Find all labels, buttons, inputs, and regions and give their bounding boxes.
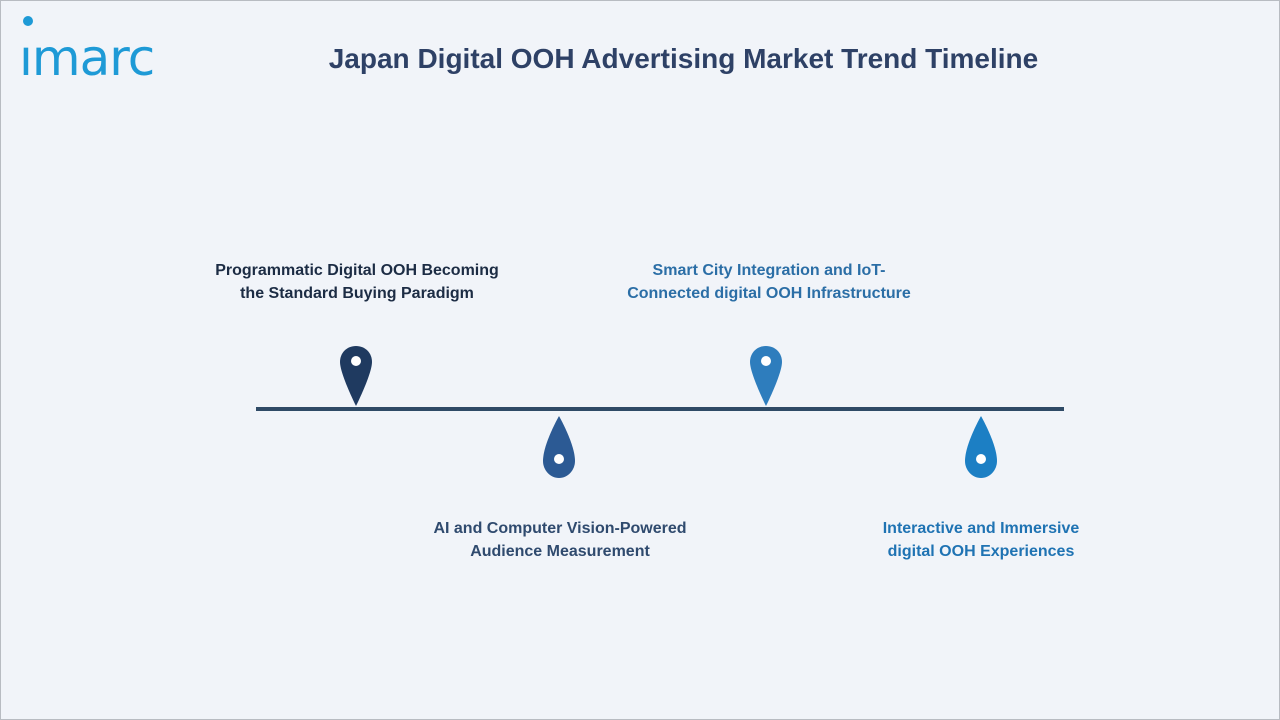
milestone-label-programmatic: Programmatic Digital OOH Becoming the St… bbox=[187, 259, 527, 305]
milestone-label-ai-vision: AI and Computer Vision-Powered Audience … bbox=[390, 517, 730, 563]
milestone-label-smart-city: Smart City Integration and IoT- Connecte… bbox=[599, 259, 939, 305]
timeline-line bbox=[256, 407, 1064, 411]
milestone-label-line: digital OOH Experiences bbox=[887, 543, 1075, 560]
logo-text: ımarc bbox=[19, 29, 155, 87]
drop-pin-icon bbox=[543, 416, 575, 478]
milestone-label-line: AI and Computer Vision-Powered bbox=[433, 520, 687, 537]
page-title: Japan Digital OOH Advertising Market Tre… bbox=[328, 43, 1039, 74]
milestone-label-line: Smart City Integration and IoT- bbox=[652, 262, 886, 279]
milestone-label-line: Connected digital OOH Infrastructure bbox=[627, 285, 911, 302]
map-pin-icon bbox=[750, 346, 782, 406]
drop-pin-icon bbox=[965, 416, 997, 478]
map-pin-icon bbox=[340, 346, 372, 406]
logo-dot bbox=[23, 16, 33, 26]
imarc-logo: ımarc bbox=[19, 15, 205, 87]
milestone-label-interactive: Interactive and Immersive digital OOH Ex… bbox=[811, 517, 1151, 563]
milestone-label-line: Audience Measurement bbox=[470, 543, 650, 560]
milestone-label-line: Interactive and Immersive bbox=[882, 520, 1080, 537]
milestone-label-line: the Standard Buying Paradigm bbox=[240, 285, 474, 302]
milestone-label-line: Programmatic Digital OOH Becoming bbox=[215, 262, 499, 279]
